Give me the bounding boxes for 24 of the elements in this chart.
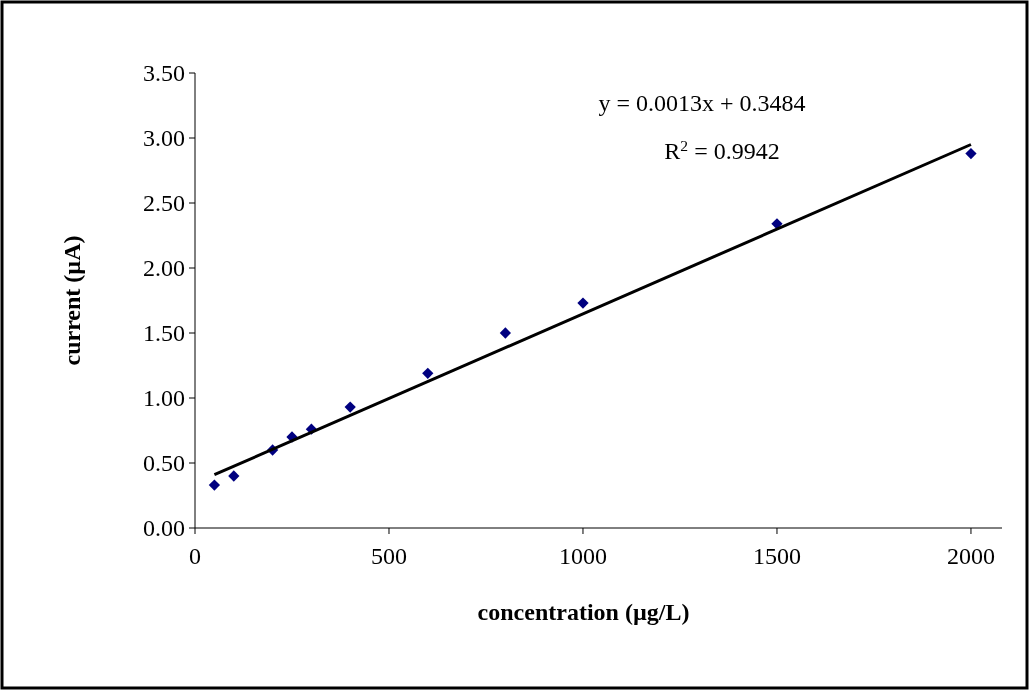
x-tick-label: 0 xyxy=(189,543,201,569)
point xyxy=(965,147,977,160)
point xyxy=(422,367,434,379)
y-tick-label: 2.50 xyxy=(143,190,185,217)
x-tick-label: 1000 xyxy=(558,543,607,569)
point xyxy=(344,401,356,413)
y-tick-label: 1.00 xyxy=(143,385,185,412)
y-tick-label: 0.00 xyxy=(143,515,185,542)
point xyxy=(577,297,589,309)
point xyxy=(208,479,221,491)
x-axis-title: concentration (µg/L) xyxy=(477,599,690,625)
y-axis-title: current (µA) xyxy=(59,235,85,366)
y-tick-label: 1.50 xyxy=(143,320,185,347)
y-tick-label: 3.00 xyxy=(143,125,185,152)
y-tick-label: 2.00 xyxy=(143,255,185,282)
x-tick-label: 1500 xyxy=(752,543,801,569)
x-tick-label: 500 xyxy=(370,543,407,569)
y-tick-label: 3.50 xyxy=(143,60,185,87)
y-tick-label: 0.50 xyxy=(143,450,185,477)
x-tick-label: 2000 xyxy=(946,543,995,569)
point xyxy=(499,327,512,339)
point xyxy=(228,470,240,482)
annotation: y = 0.0013x + 0.3484 xyxy=(598,90,806,116)
annotation: R$^{2}$ = 0.9942 xyxy=(664,136,780,164)
